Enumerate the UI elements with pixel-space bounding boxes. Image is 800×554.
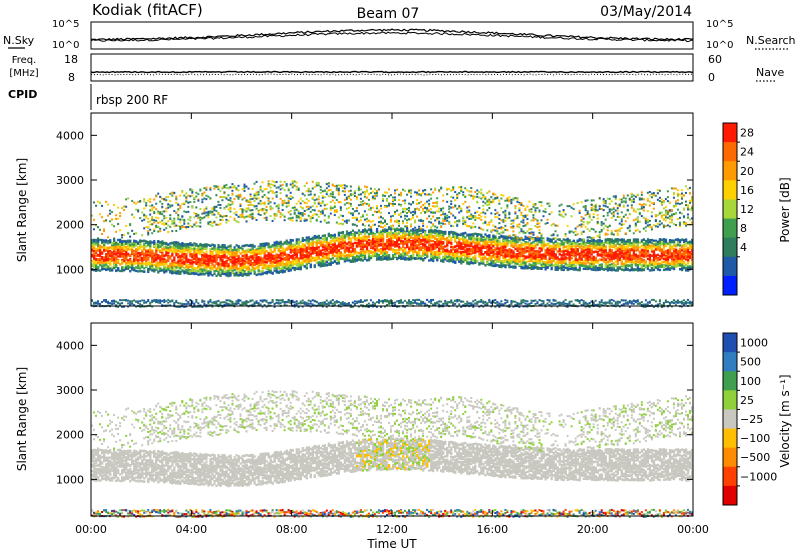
colorbar-swatch [723, 180, 737, 200]
time-tick-label: 08:00 [276, 523, 308, 536]
sky-panel: N.Sky 10^5 10^0 10^5 10^0 N.Search [3, 19, 796, 51]
cpid-label: CPID [8, 88, 37, 101]
colorbar-tick-label: 24 [740, 146, 754, 159]
colorbar-swatch [723, 199, 737, 220]
colorbar-swatch [723, 428, 737, 449]
freq-trace [90, 70, 694, 74]
time-tick-label: 00:00 [677, 523, 709, 536]
nave-tick-low: 0 [708, 71, 715, 84]
beam-label: Beam 07 [357, 6, 420, 22]
colorbar-swatch [723, 409, 737, 430]
colorbar-swatch [723, 333, 737, 353]
velocity-colorbar-label: Velocity [m s⁻¹] [778, 374, 792, 467]
colorbar-tick-label: −500 [740, 451, 770, 464]
freq-panel: Freq. [MHz] 18 8 60 0 Nave [9, 53, 784, 84]
colorbar-tick-label: 500 [740, 356, 761, 369]
freq-label: Freq. [12, 55, 37, 66]
range-tick-label: 3000 [56, 174, 84, 187]
range-tick-label: 2000 [56, 219, 84, 232]
colorbar-swatch [723, 142, 737, 162]
colorbar-swatch [723, 123, 737, 143]
power-heatmap [91, 180, 694, 308]
nsearch-label: N.Search [746, 34, 796, 47]
nsearch-tick-low: 10^0 [706, 40, 733, 51]
freq-unit-label: [MHz] [9, 68, 38, 79]
date-label: 03/May/2014 [600, 4, 692, 20]
colorbar-swatch [723, 237, 737, 258]
colorbar-tick-label: 8 [740, 222, 747, 235]
freq-tick-high: 18 [64, 53, 78, 66]
colorbar-swatch [723, 218, 737, 239]
colorbar-swatch [723, 371, 737, 391]
station-title: Kodiak (fitACF) [92, 1, 203, 19]
colorbar-tick-label: −25 [740, 413, 763, 426]
time-tick-label: 00:00 [75, 523, 107, 536]
time-tick-label: 04:00 [175, 523, 207, 536]
nave-tick-high: 60 [708, 53, 722, 66]
colorbar-swatch [723, 352, 737, 372]
colorbar-tick-label: 25 [740, 394, 754, 407]
nsearch-tick-high: 10^5 [706, 19, 733, 30]
velocity-heatmap [91, 390, 694, 518]
colorbar-tick-label: 4 [740, 241, 747, 254]
range-tick-label: 2000 [56, 429, 84, 442]
colorbar-swatch [723, 256, 737, 277]
colorbar-swatch [723, 466, 737, 487]
colorbar-tick-label: 100 [740, 375, 761, 388]
power-ylabel: Slant Range [km] [15, 158, 29, 262]
range-tick-label: 1000 [56, 263, 84, 276]
nave-trace [90, 73, 694, 76]
colorbar-tick-label: −1000 [740, 470, 777, 483]
velocity-colorbar: 1000 500 100 25 −25 −100 −500 −1000 [722, 332, 777, 506]
velocity-ylabel: Slant Range [km] [15, 367, 29, 471]
nave-label: Nave [756, 66, 784, 79]
colorbar-swatch [723, 275, 737, 296]
freq-tick-low: 8 [68, 71, 75, 84]
time-tick-label: 12:00 [376, 523, 408, 536]
range-tick-label: 1000 [56, 473, 84, 486]
colorbar-tick-label: −100 [740, 432, 770, 445]
range-tick-label: 3000 [56, 384, 84, 397]
colorbar-swatch [723, 485, 737, 506]
range-tick-label: 4000 [56, 129, 84, 142]
colorbar-swatch [723, 161, 737, 181]
power-panel: 1000 2000 3000 4000 Slant Range [km] 28 24 20… [15, 112, 792, 308]
nsky-trace [90, 28, 694, 41]
time-tick-label: 20:00 [577, 523, 609, 536]
power-colorbar: 28 24 20 16 12 8 4 [722, 122, 754, 296]
range-tick-label: 4000 [56, 339, 84, 352]
power-colorbar-label: Power [dB] [778, 177, 792, 242]
cpid-program: rbsp 200 RF [96, 93, 168, 107]
colorbar-swatch [723, 390, 737, 410]
velocity-panel: 1000 2000 3000 4000 Slant Range [km] 1000 50… [15, 322, 792, 518]
nsky-label: N.Sky [3, 34, 35, 47]
nsky-tick-low: 10^0 [52, 40, 79, 51]
time-axis: 00:00 04:00 08:00 12:00 16:00 20:00 00:00 [75, 113, 709, 536]
time-axis-label: Time UT [366, 537, 417, 551]
nsky-tick-high: 10^5 [52, 19, 79, 30]
colorbar-tick-label: 12 [740, 203, 754, 216]
colorbar-swatch [723, 447, 737, 468]
colorbar-tick-label: 1000 [740, 337, 768, 350]
colorbar-tick-label: 20 [740, 165, 754, 178]
colorbar-tick-label: 16 [740, 184, 754, 197]
colorbar-tick-label: 28 [740, 127, 754, 140]
time-tick-label: 16:00 [476, 523, 508, 536]
nsearch-trace [90, 31, 694, 43]
